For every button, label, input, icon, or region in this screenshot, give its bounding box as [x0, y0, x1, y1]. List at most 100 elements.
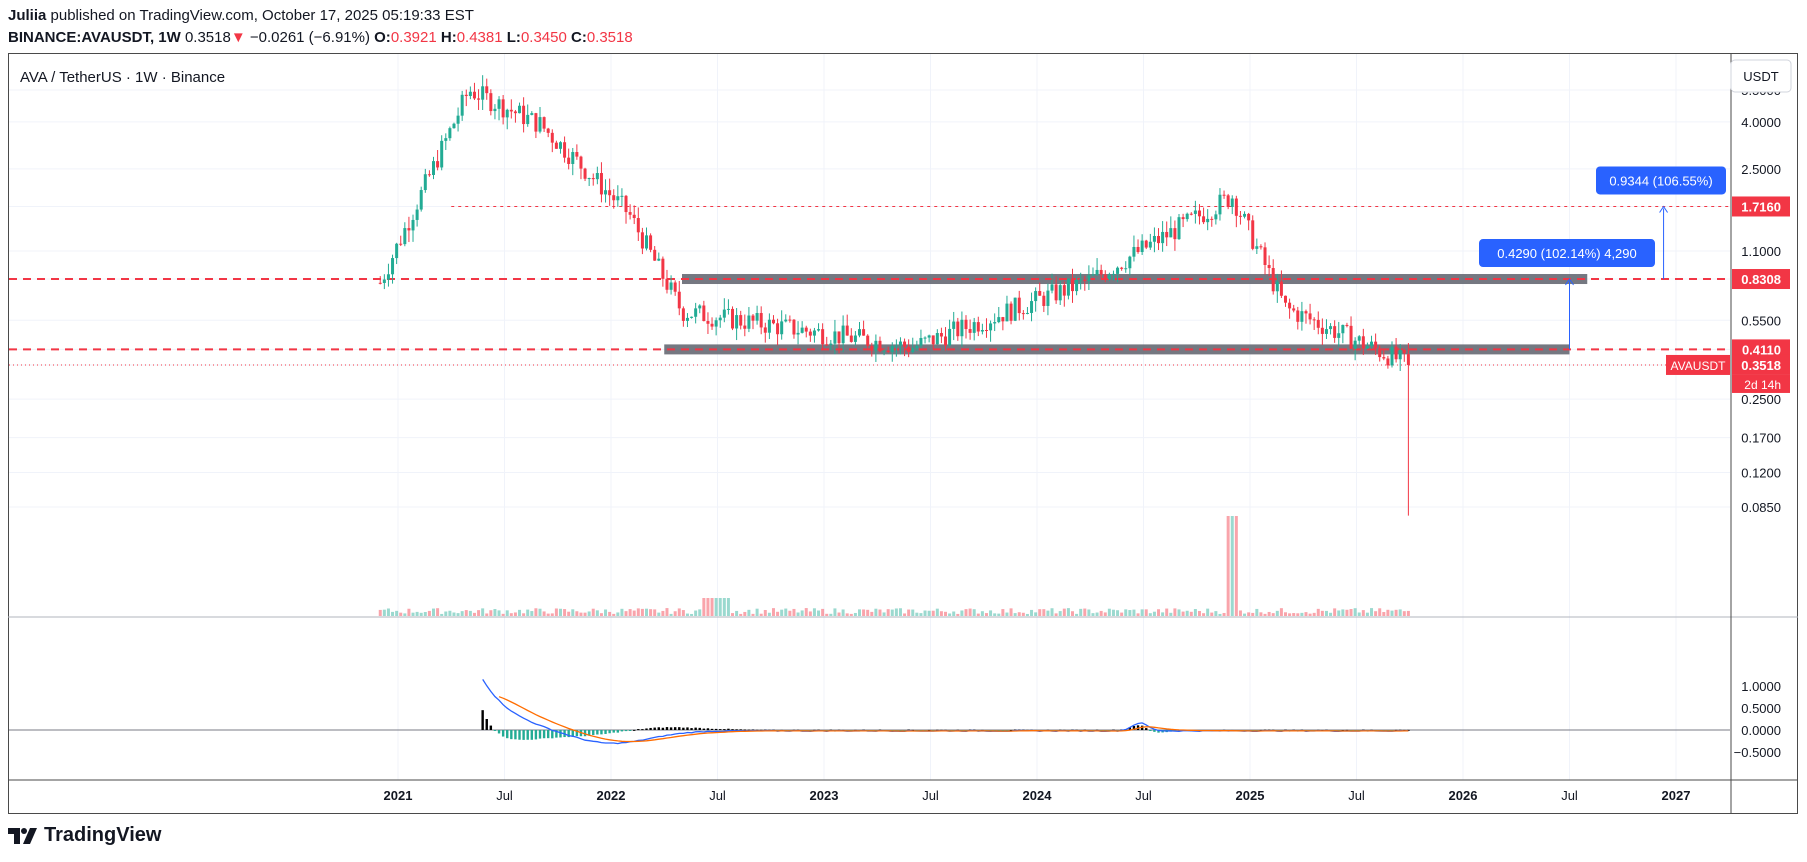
candle-body — [1165, 231, 1169, 238]
macd-histogram-bar — [600, 730, 603, 735]
volume-bar — [1050, 608, 1054, 616]
candle-body — [1157, 235, 1161, 244]
candle-body — [849, 335, 853, 342]
volume-bar — [870, 611, 874, 616]
candle-body — [1140, 240, 1144, 253]
price-tick-label: 0.0850 — [1741, 500, 1781, 515]
volume-bar — [681, 610, 685, 616]
volume-bar — [464, 610, 468, 616]
candle-body — [882, 350, 886, 352]
price-change: −0.0261 (−6.91%) — [249, 29, 370, 46]
candle-body — [468, 91, 472, 97]
volume-bar — [890, 609, 894, 616]
price-label-value: 0.3518 — [1741, 358, 1781, 373]
macd-histogram-bar — [616, 730, 620, 733]
candle-body — [1210, 218, 1214, 220]
volume-bar — [1275, 610, 1279, 616]
macd-histogram-bar — [596, 730, 599, 735]
candle-body — [456, 115, 460, 124]
candle-body — [1402, 349, 1406, 354]
macd-histogram-bar — [592, 730, 595, 735]
volume-bar — [1071, 611, 1074, 616]
volume-bar — [624, 611, 628, 616]
candle-body — [1230, 198, 1234, 207]
volume-bar — [1148, 613, 1152, 616]
volume-bar — [1157, 609, 1161, 616]
candle-body — [972, 322, 976, 333]
candle-body — [571, 152, 575, 164]
candle-body — [616, 196, 620, 201]
volume-bar — [1292, 613, 1296, 616]
volume-bar — [378, 609, 382, 616]
candle-body — [1337, 333, 1341, 338]
volume-bar — [1165, 608, 1169, 616]
candle-body — [837, 331, 841, 344]
volume-bar — [436, 608, 440, 616]
macd-histogram-bar — [706, 728, 710, 730]
candle-body — [1279, 281, 1283, 296]
macd-histogram-bar — [501, 730, 505, 737]
macd-histogram-bar — [506, 730, 509, 739]
candle-body — [460, 94, 464, 116]
measure-arrow-icon — [1565, 278, 1574, 286]
candle-body — [1058, 285, 1062, 301]
volume-bar — [1386, 609, 1390, 616]
candle-body — [870, 345, 874, 351]
price-label-box — [1732, 354, 1790, 375]
price-label-box — [1732, 339, 1790, 360]
volume-bars — [378, 516, 1410, 616]
candle-body — [399, 243, 403, 245]
measure-label-box — [1596, 166, 1726, 195]
candle-body — [1226, 195, 1230, 207]
candle-body — [1038, 291, 1042, 296]
macd-histogram-bar — [1132, 726, 1136, 730]
candle-body — [1054, 284, 1058, 301]
volume-bar — [1021, 612, 1025, 616]
chart-frame — [8, 53, 1798, 814]
macd-histogram-bar — [645, 728, 648, 730]
volume-bar — [530, 611, 534, 616]
volume-bar — [661, 610, 665, 616]
macd-histogram-bar — [1145, 728, 1148, 730]
candle-body — [432, 161, 435, 175]
candle-body — [653, 249, 657, 261]
volume-bar — [968, 608, 972, 616]
candle-body — [1177, 217, 1181, 240]
price-tick-label: 0.1700 — [1741, 431, 1781, 446]
volume-bar — [763, 609, 767, 616]
macd-histogram-bar — [551, 730, 554, 739]
volume-bar — [1083, 608, 1087, 616]
volume-bar — [608, 611, 612, 616]
candle-body — [1001, 317, 1005, 322]
macd-histogram-bar — [633, 729, 636, 731]
volume-bar — [460, 611, 464, 616]
candle-body — [751, 315, 755, 321]
volume-bar — [452, 612, 456, 616]
candle-body — [1312, 319, 1316, 321]
macd-histogram-bar — [682, 727, 685, 730]
currency-button[interactable]: USDT — [1730, 59, 1792, 93]
volume-bar — [1353, 608, 1357, 616]
volume-bar — [415, 611, 419, 616]
volume-bar — [829, 613, 833, 616]
volume-bar — [1222, 612, 1226, 616]
candle-body — [776, 323, 780, 335]
candle-body — [513, 111, 517, 114]
volume-bar — [722, 598, 726, 616]
volume-bar — [604, 609, 608, 616]
volume-bar — [628, 609, 632, 616]
candle-body — [1103, 274, 1107, 280]
tradingview-brand[interactable]: TradingView — [8, 824, 161, 847]
volume-bar — [1251, 612, 1255, 616]
time-tick-label: 2023 — [810, 788, 839, 803]
volume-bar — [1390, 610, 1394, 616]
candle-body — [444, 138, 448, 141]
candle-body — [944, 336, 948, 346]
volume-bar — [833, 608, 837, 616]
candle-body — [1345, 324, 1349, 326]
volume-bar — [432, 608, 435, 616]
candle-body — [419, 190, 423, 210]
candle-body — [1308, 313, 1312, 320]
volume-bar — [468, 610, 472, 616]
